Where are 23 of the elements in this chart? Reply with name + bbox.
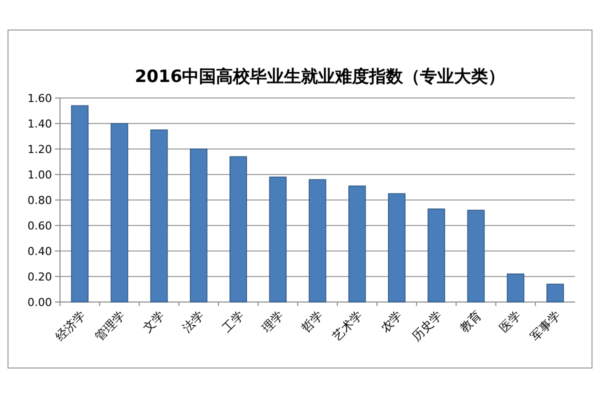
y-tick-label: 0.40 <box>28 245 52 258</box>
y-tick-label: 1.60 <box>28 92 52 105</box>
x-tick-label: 艺术学 <box>330 308 366 344</box>
x-tick-label: 管理学 <box>92 308 128 344</box>
y-tick-label: 0.80 <box>28 194 52 207</box>
chart-title: 2016中国高校毕业生就业难度指数（专业大类） <box>134 67 506 87</box>
x-tick-label: 哲学 <box>298 308 326 336</box>
y-tick-label: 1.20 <box>28 143 52 156</box>
y-tick-label: 1.00 <box>28 168 52 182</box>
y-tick-label: 0.60 <box>28 220 52 232</box>
x-tick-label: 工学 <box>220 308 246 336</box>
x-tick-label: 医学 <box>496 308 524 336</box>
x-tick-label: 农学 <box>378 308 405 336</box>
x-tick-label: 教育 <box>457 308 484 336</box>
y-tick-label: 1.40 <box>28 118 52 130</box>
x-tick-label: 军事学 <box>528 308 564 344</box>
x-tick-label: 理学 <box>259 308 286 336</box>
x-tick-label: 经济学 <box>52 308 88 344</box>
x-tick-label: 法学 <box>180 308 207 336</box>
y-tick-label: 0.00 <box>28 296 52 309</box>
y-tick-label: 0.20 <box>28 270 52 284</box>
x-tick-label: 文学 <box>140 308 168 336</box>
x-tick-label: 历史学 <box>409 308 444 344</box>
